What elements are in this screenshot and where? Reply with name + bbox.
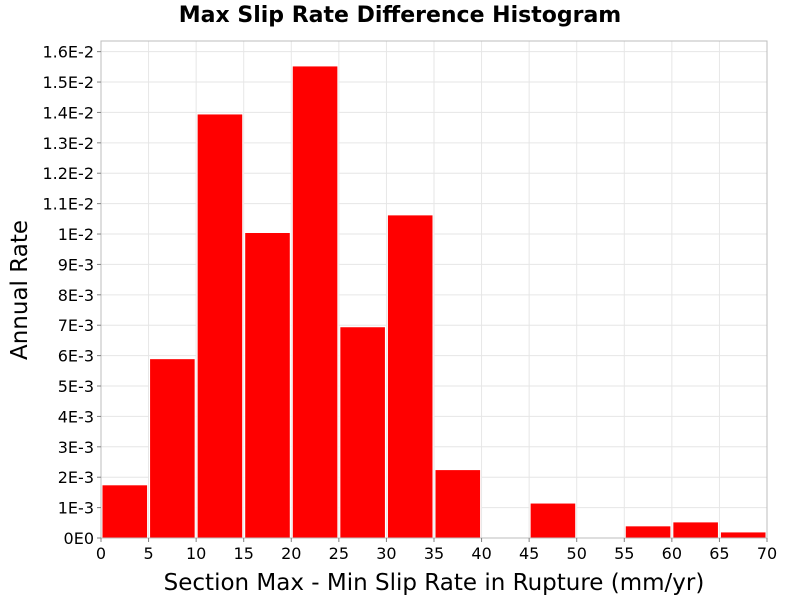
- histogram-bar: [434, 469, 482, 539]
- histogram-bar: [101, 484, 149, 539]
- x-tick-label: 25: [329, 544, 349, 563]
- y-tick-label: 4E-3: [58, 407, 94, 426]
- histogram-bar: [291, 65, 339, 539]
- bars: [101, 65, 767, 539]
- x-tick-label: 65: [709, 544, 729, 563]
- y-tick-label: 1.5E-2: [42, 73, 94, 92]
- histogram-bar: [196, 113, 244, 539]
- histogram-bar: [339, 326, 386, 539]
- x-tick-label: 40: [471, 544, 491, 563]
- y-tick-label: 7E-3: [58, 316, 94, 335]
- x-axis-label: Section Max - Min Slip Rate in Rupture (…: [164, 570, 705, 596]
- x-tick-label: 50: [567, 544, 587, 563]
- x-tick-label: 15: [234, 544, 254, 563]
- y-tick-label: 1.4E-2: [42, 103, 94, 122]
- y-axis-label: Annual Rate: [7, 220, 33, 360]
- y-tick-label: 1.1E-2: [42, 195, 94, 214]
- y-tick-label: 5E-3: [58, 377, 94, 396]
- y-tick-label: 2E-3: [58, 468, 94, 487]
- histogram-bar: [529, 502, 577, 539]
- histogram-bar: [149, 358, 196, 539]
- x-axis-ticks: 0 5 10 15 20 25 30 35 40 45 50 55 60 65 70: [96, 538, 777, 563]
- x-tick-label: 70: [757, 544, 777, 563]
- histogram-bar: [672, 521, 719, 539]
- histogram-bar: [719, 531, 767, 539]
- x-tick-label: 10: [186, 544, 206, 563]
- histogram-bar: [244, 232, 291, 539]
- y-tick-label: 1E-2: [58, 225, 94, 244]
- y-tick-label: 3E-3: [58, 438, 94, 457]
- y-tick-label: 9E-3: [58, 255, 94, 274]
- x-tick-label: 0: [96, 544, 106, 563]
- y-tick-label: 1.6E-2: [42, 43, 94, 62]
- y-tick-label: 0E0: [64, 529, 94, 548]
- x-tick-label: 20: [281, 544, 301, 563]
- y-tick-label: 1.3E-2: [42, 134, 94, 153]
- chart-title: Max Slip Rate Difference Histogram: [179, 3, 621, 28]
- x-tick-label: 35: [424, 544, 444, 563]
- histogram-bar: [624, 525, 672, 539]
- x-tick-label: 5: [143, 544, 153, 563]
- y-tick-label: 1E-3: [58, 499, 94, 518]
- y-tick-label: 1.2E-2: [42, 164, 94, 183]
- x-tick-label: 30: [376, 544, 396, 563]
- x-tick-label: 55: [614, 544, 634, 563]
- y-tick-label: 8E-3: [58, 286, 94, 305]
- y-tick-label: 6E-3: [58, 347, 94, 366]
- histogram-bar: [386, 214, 434, 539]
- x-tick-label: 60: [662, 544, 682, 563]
- y-axis-ticks: 0E0 1E-3 2E-3 3E-3 4E-3 5E-3 6E-3 7E-3 8E-3 9E-3 1…: [42, 43, 101, 548]
- x-tick-label: 45: [519, 544, 539, 563]
